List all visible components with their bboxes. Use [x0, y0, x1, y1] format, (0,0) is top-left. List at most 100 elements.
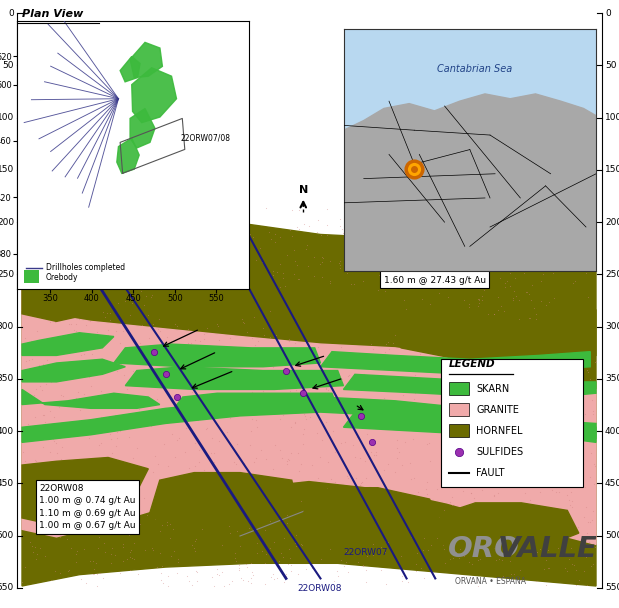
Point [183, 247, 193, 257]
Point [275, 232, 285, 242]
Point [183, 397, 193, 407]
Point [197, 515, 207, 525]
Text: GRANITE: GRANITE [476, 405, 519, 415]
Point [455, 446, 465, 456]
Polygon shape [149, 472, 298, 525]
Point [261, 203, 271, 213]
Point [462, 243, 472, 253]
Point [294, 224, 304, 233]
Point [556, 247, 566, 257]
Point [543, 297, 553, 307]
Point [42, 433, 52, 443]
Point [591, 357, 600, 367]
Point [469, 409, 478, 419]
Point [194, 445, 204, 455]
Point [440, 351, 450, 361]
Point [385, 529, 395, 539]
Point [256, 482, 266, 491]
Point [243, 404, 253, 413]
Point [245, 246, 254, 255]
Point [519, 455, 529, 465]
Point [529, 256, 539, 266]
Point [302, 241, 312, 250]
Point [400, 361, 410, 371]
Point [282, 510, 292, 519]
Point [418, 360, 428, 370]
Point [309, 382, 319, 392]
Point [90, 427, 100, 437]
Point [266, 543, 275, 553]
Point [39, 260, 49, 269]
Point [244, 523, 254, 533]
Point [158, 439, 168, 449]
Point [236, 216, 246, 226]
Point [539, 361, 548, 371]
Bar [449, 382, 469, 395]
Point [485, 238, 495, 248]
Point [484, 427, 494, 437]
Text: 250: 250 [605, 270, 619, 279]
Point [560, 563, 569, 573]
Point [103, 330, 113, 340]
Point [153, 458, 163, 468]
Point [284, 545, 294, 554]
Polygon shape [132, 67, 176, 123]
Point [318, 310, 327, 320]
Point [467, 227, 477, 237]
Point [171, 371, 181, 381]
Polygon shape [120, 57, 140, 82]
Point [392, 443, 402, 453]
Point [527, 234, 537, 244]
Point [45, 368, 55, 378]
Point [475, 554, 485, 564]
Point [191, 536, 201, 546]
Point [74, 364, 84, 373]
Point [495, 518, 504, 528]
Point [582, 365, 592, 375]
Point [49, 256, 59, 266]
Point [386, 209, 396, 219]
Point [444, 404, 454, 414]
Point [271, 331, 281, 340]
Point [38, 442, 48, 452]
Point [341, 557, 351, 567]
Point [426, 271, 436, 281]
Point [325, 256, 335, 266]
Point [136, 286, 146, 295]
Point [406, 361, 416, 370]
Point [315, 259, 325, 269]
Point [313, 503, 323, 513]
Point [539, 356, 548, 365]
Point [394, 502, 404, 511]
Point [79, 349, 89, 359]
Point [76, 237, 86, 246]
Point [505, 230, 515, 240]
Point [293, 274, 303, 284]
Point [90, 477, 100, 487]
Point [374, 415, 384, 425]
Point [483, 516, 493, 525]
Point [558, 358, 568, 368]
Point [560, 367, 569, 377]
Point [274, 484, 284, 494]
Point [489, 309, 499, 319]
Point [469, 219, 479, 229]
Point [123, 384, 132, 393]
Point [485, 471, 495, 480]
Point [586, 561, 596, 570]
Point [183, 211, 193, 221]
Point [248, 570, 258, 580]
Point [231, 459, 241, 469]
Point [293, 568, 303, 578]
Point [579, 482, 589, 492]
Point [207, 572, 217, 581]
Point [56, 390, 66, 400]
Point [85, 372, 95, 382]
Point [118, 511, 128, 521]
Point [459, 295, 469, 305]
Point [334, 285, 344, 294]
Point [178, 290, 188, 300]
Point [443, 292, 453, 302]
Point [90, 252, 100, 262]
Point [233, 382, 243, 392]
